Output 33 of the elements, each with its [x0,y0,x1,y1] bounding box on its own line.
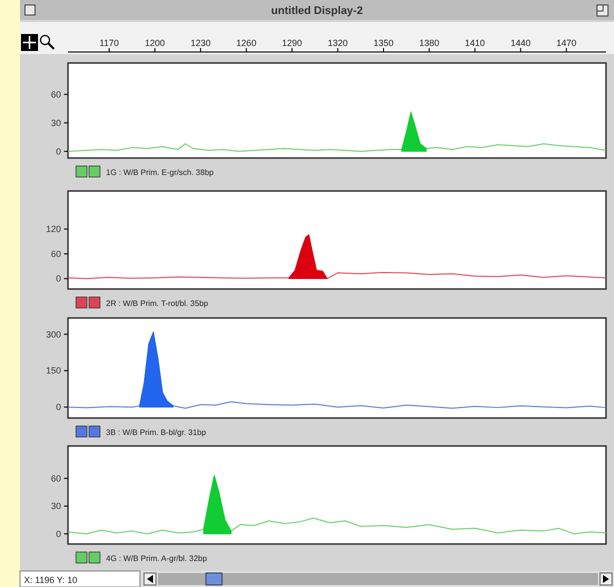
x-tick-label: 1410 [464,38,485,48]
legend-label: 1G : W/B Prim. E-gr/sch. 38bp [106,168,214,177]
legend-label: 2R : W/B Prim. T-rot/bl. 35bp [106,299,209,308]
x-tick-label: 1380 [419,38,440,48]
x-tick-label: 1170 [99,38,119,48]
x-tick-label: 1260 [236,38,256,48]
line-series [68,234,606,280]
line-series [68,475,606,534]
y-tick-label: 60 [50,89,61,100]
y-tick-label: 150 [46,366,61,376]
x-tick-label: 1200 [144,38,165,48]
line-series [68,332,606,409]
y-tick-label: 300 [46,329,61,340]
chart-title: untitled Display-2 [271,5,363,17]
y-tick-label: 30 [50,501,61,512]
y-tick-label: 120 [46,224,61,234]
line-series [68,112,606,152]
y-tick-label: 60 [50,248,61,259]
y-tick-label: 0 [56,528,61,539]
text: X: 1196 Y: 10 [24,575,78,585]
x-tick-label: 1290 [282,38,302,48]
x-tick-label: 1320 [328,38,348,48]
y-tick-label: 0 [56,402,61,412]
legend-label: 3B : W/B Prim. B-bl/gr. 31bp [106,428,207,437]
y-tick-label: 30 [50,118,61,128]
x-tick-label: 1350 [373,38,394,48]
y-tick-label: 0 [56,274,61,284]
x-tick-label: 1230 [190,38,211,48]
x-tick-label: 1440 [510,38,531,48]
legend-label: 4G : W/B Prim. A-gr/bl. 32bp [106,554,208,563]
y-tick-label: 60 [50,473,61,484]
x-tick-label: 1470 [556,38,576,48]
y-tick-label: 0 [56,146,61,156]
